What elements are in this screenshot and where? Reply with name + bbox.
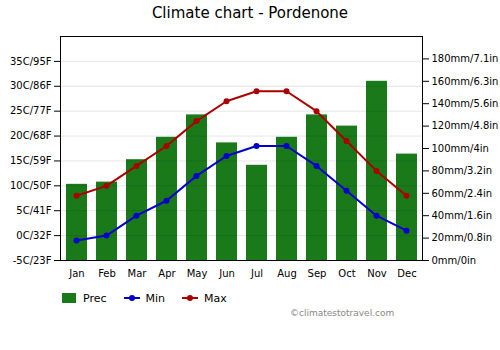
svg-text:140mm/5.6in: 140mm/5.6in — [432, 98, 499, 109]
svg-text:35C/95F: 35C/95F — [10, 56, 52, 67]
svg-text:May: May — [187, 268, 208, 279]
svg-text:Oct: Oct — [338, 268, 355, 279]
svg-text:40mm/1.6in: 40mm/1.6in — [432, 210, 493, 221]
svg-text:0mm/0in: 0mm/0in — [432, 255, 477, 266]
svg-text:20C/68F: 20C/68F — [10, 130, 52, 141]
svg-text:160mm/6.3in: 160mm/6.3in — [432, 76, 499, 87]
svg-text:15C/59F: 15C/59F — [10, 155, 52, 166]
html-text:Climate chart - Pordenone: Climate chart - Pordenone — [151, 4, 349, 22]
svg-text:20mm/0.8in: 20mm/0.8in — [432, 232, 493, 243]
html-text:Max: Max — [204, 291, 227, 305]
svg-text:Apr: Apr — [158, 268, 176, 279]
svg-text:120mm/4.8in: 120mm/4.8in — [432, 120, 499, 131]
html-text:Prec: Prec — [83, 291, 107, 305]
svg-text:Jun: Jun — [218, 268, 235, 279]
svg-text:Mar: Mar — [128, 268, 148, 279]
svg-text:Jan: Jan — [68, 268, 84, 279]
svg-text:10C/50F: 10C/50F — [10, 180, 52, 191]
svg-text:-5C/23F: -5C/23F — [13, 255, 52, 266]
html-text:Min: Min — [145, 291, 166, 305]
svg-text:0C/32F: 0C/32F — [16, 230, 51, 241]
svg-text:Sep: Sep — [308, 268, 327, 279]
svg-text:30C/86F: 30C/86F — [10, 80, 52, 91]
svg-text:25C/77F: 25C/77F — [10, 105, 52, 116]
svg-text:60mm/2.4in: 60mm/2.4in — [432, 188, 493, 199]
svg-text:5C/41F: 5C/41F — [16, 205, 51, 216]
svg-text:Dec: Dec — [397, 268, 416, 279]
svg-text:100mm/4in: 100mm/4in — [432, 143, 489, 154]
svg-text:180mm/7.1in: 180mm/7.1in — [432, 53, 499, 64]
html-text:©climatestotravel.com: ©climatestotravel.com — [290, 308, 395, 318]
svg-text:Jul: Jul — [250, 268, 263, 279]
svg-text:Feb: Feb — [98, 268, 116, 279]
svg-text:80mm/3.2in: 80mm/3.2in — [432, 165, 493, 176]
svg-text:Aug: Aug — [277, 268, 297, 279]
svg-text:Nov: Nov — [367, 268, 387, 279]
